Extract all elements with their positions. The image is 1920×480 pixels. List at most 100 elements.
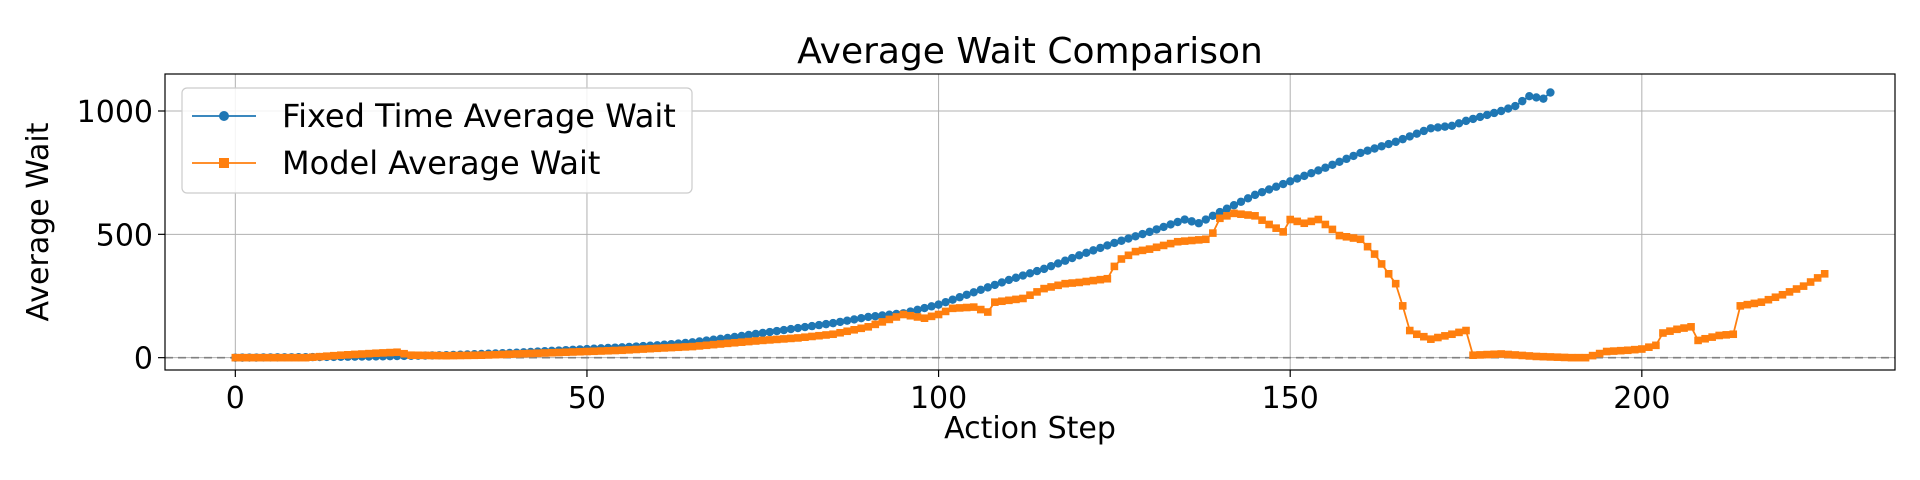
data-point — [1300, 171, 1309, 181]
data-point — [1201, 215, 1211, 224]
data-point — [1251, 212, 1259, 220]
data-point — [808, 332, 816, 341]
data-point — [751, 337, 760, 345]
data-point — [1096, 275, 1105, 284]
data-point — [519, 349, 528, 358]
data-point — [773, 335, 781, 344]
x-tick-label: 150 — [1262, 381, 1319, 416]
data-point — [1279, 228, 1287, 236]
data-point — [1138, 229, 1147, 239]
data-point — [976, 305, 985, 314]
data-point — [1363, 242, 1372, 251]
data-point — [569, 348, 577, 356]
data-point — [1250, 190, 1260, 200]
data-point — [477, 351, 486, 359]
data-point — [1525, 352, 1534, 360]
data-point — [632, 345, 640, 354]
data-point — [540, 349, 549, 357]
data-point — [1293, 174, 1302, 183]
data-point — [526, 349, 535, 358]
data-point — [639, 345, 648, 353]
data-point — [1237, 210, 1245, 218]
legend-label: Model Average Wait — [282, 144, 600, 182]
data-point — [1483, 350, 1491, 359]
data-point — [843, 327, 851, 336]
data-point — [871, 320, 880, 329]
data-point — [1068, 279, 1076, 287]
data-point — [1377, 260, 1386, 268]
data-point — [1180, 237, 1189, 245]
data-point — [1743, 300, 1752, 309]
data-point — [1419, 126, 1429, 136]
data-point — [1026, 291, 1034, 299]
data-point — [991, 298, 999, 306]
data-point — [1349, 151, 1358, 161]
data-point — [533, 349, 542, 358]
data-point — [955, 304, 964, 312]
data-point — [1187, 217, 1196, 226]
data-point — [885, 315, 894, 324]
data-point — [822, 331, 830, 339]
data-point — [1673, 325, 1681, 334]
data-point — [1511, 101, 1520, 111]
data-point — [744, 337, 753, 346]
data-point — [1546, 88, 1555, 97]
data-point — [1708, 333, 1716, 341]
data-point — [1441, 332, 1449, 340]
data-point — [1785, 288, 1794, 296]
data-point — [393, 348, 401, 357]
y-tick-label: 1000 — [77, 95, 153, 130]
data-point — [1497, 350, 1505, 358]
data-point — [1496, 106, 1506, 116]
data-point — [1075, 251, 1084, 260]
data-point — [1159, 241, 1168, 250]
data-point — [1391, 137, 1400, 147]
ticks: 0 50 100 150 200 0 500 1000 — [77, 95, 1671, 416]
data-point — [674, 343, 683, 352]
data-point — [821, 319, 831, 329]
data-point — [857, 314, 866, 323]
data-point — [1152, 225, 1161, 234]
data-point — [899, 310, 908, 319]
data-point — [1082, 277, 1091, 286]
data-point — [984, 308, 992, 316]
data-point — [294, 353, 303, 362]
data-point — [1532, 93, 1541, 102]
data-point — [1117, 255, 1126, 263]
data-point — [512, 350, 521, 358]
data-point — [1701, 334, 1709, 343]
data-point — [1405, 326, 1414, 335]
data-point — [1427, 335, 1435, 343]
data-point — [414, 351, 422, 360]
data-point — [1271, 182, 1281, 191]
data-point — [1806, 278, 1815, 286]
data-point — [1771, 293, 1780, 302]
data-point — [1645, 343, 1653, 351]
data-point — [379, 349, 387, 357]
data-point — [576, 347, 584, 356]
data-point — [1813, 274, 1822, 282]
data-point — [1356, 235, 1365, 244]
data-point — [751, 329, 760, 339]
x-axis-title: Action Step — [944, 411, 1116, 446]
chart-title: Average Wait Comparison — [797, 31, 1263, 72]
data-point — [920, 303, 929, 313]
series-layer — [231, 88, 1829, 362]
data-point — [1335, 231, 1344, 240]
data-point — [1454, 119, 1464, 128]
data-point — [1215, 207, 1225, 217]
data-point — [456, 351, 465, 360]
data-point — [934, 300, 943, 309]
data-point — [1623, 346, 1632, 355]
data-point — [1736, 302, 1745, 310]
data-point — [1230, 209, 1238, 218]
data-point — [1638, 345, 1646, 353]
y-tick-label: 0 — [134, 342, 153, 377]
data-point — [709, 340, 718, 349]
data-point — [365, 349, 373, 358]
data-point — [864, 312, 873, 322]
data-point — [315, 352, 324, 361]
data-point — [1448, 330, 1456, 339]
data-point — [1110, 238, 1119, 248]
data-point — [787, 334, 795, 343]
